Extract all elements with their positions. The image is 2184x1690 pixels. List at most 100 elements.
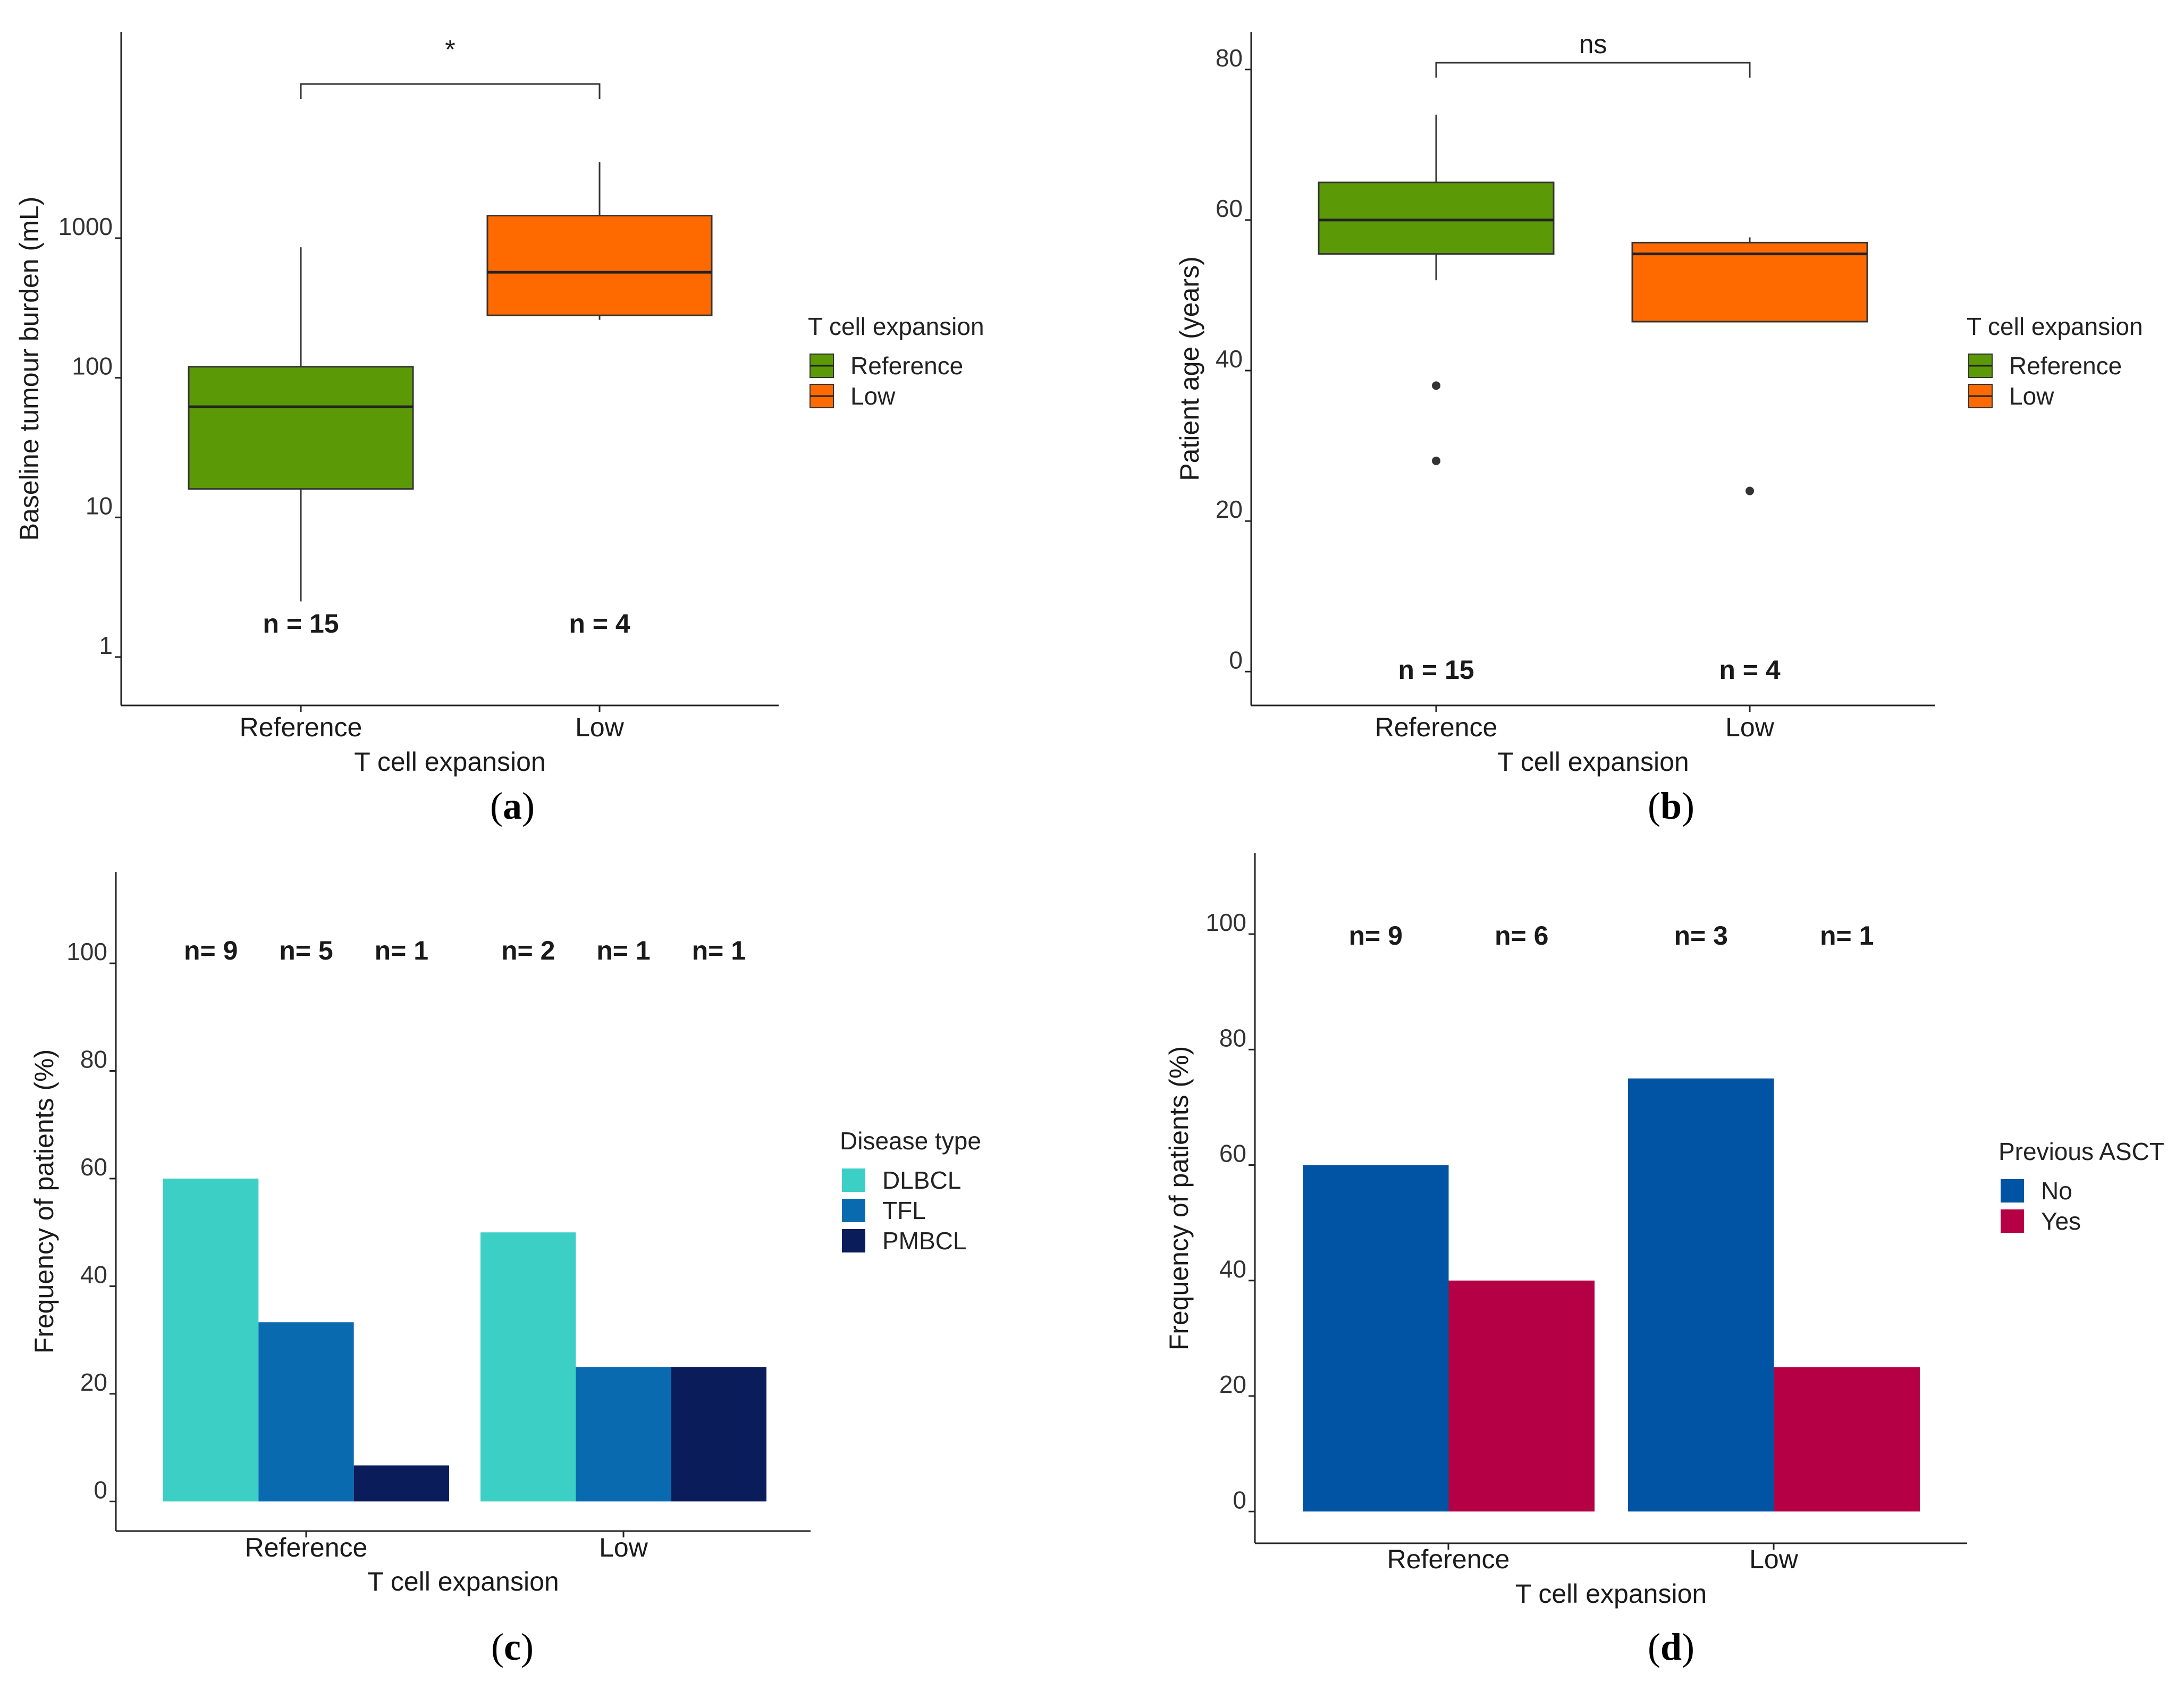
y-tick-label: 10 (86, 492, 113, 519)
bar-dlbcl-low (480, 1232, 576, 1502)
y-tick-label: 20 (1219, 1371, 1246, 1398)
bar-dlbcl-reference (163, 1178, 259, 1502)
legend-label: TFL (882, 1197, 926, 1224)
y-tick-label: 20 (80, 1368, 107, 1396)
y-tick-label: 40 (1216, 345, 1243, 373)
bar-pmbcl-low (671, 1367, 766, 1502)
y-tick-label: 20 (1216, 495, 1243, 523)
panel-d: 0 20 40 60 80 100 Reference Low T cell expansion… (1164, 853, 2164, 1668)
legend-swatch (842, 1229, 865, 1252)
x-tick-label: Reference (1387, 1544, 1510, 1574)
y-axis-title: Frequency of patients (%) (29, 1049, 59, 1354)
legend-label: Reference (2009, 352, 2122, 380)
y-tick-label: 100 (1205, 909, 1246, 936)
n-label: n= 1 (596, 936, 650, 965)
outlier-point (1432, 456, 1440, 465)
box-reference: n = 15 (1318, 114, 1555, 685)
n-label: n= 9 (1349, 921, 1403, 951)
n-label: n = 15 (263, 609, 339, 638)
box-iqr (1631, 241, 1868, 323)
y-tick-label: 100 (66, 938, 107, 965)
significance-bracket (300, 83, 601, 99)
x-tick-label: Reference (1375, 712, 1498, 742)
n-label: n= 5 (279, 936, 333, 965)
bar-tfl-low (576, 1367, 671, 1502)
y-tick-label: 0 (94, 1476, 107, 1503)
legend-swatch (842, 1199, 865, 1222)
legend-label: Reference (850, 352, 963, 380)
panel-c: 0 20 40 60 80 100 Reference Low T cell expansion… (29, 872, 981, 1668)
n-label: n= 9 (184, 936, 238, 965)
n-label: n= 3 (1674, 921, 1728, 951)
y-tick-label: 0 (1233, 1486, 1246, 1514)
bar-no-low (1628, 1078, 1774, 1512)
box-iqr (486, 215, 713, 316)
box-iqr (1318, 181, 1555, 255)
bar-no-reference (1303, 1165, 1449, 1512)
outlier-point (1432, 381, 1440, 390)
x-tick-label: Low (575, 712, 625, 742)
legend-title: Previous ASCT (1999, 1138, 2164, 1165)
y-tick-label: 40 (80, 1260, 107, 1288)
significance-label: * (445, 35, 455, 64)
y-tick-label: 1 (99, 632, 113, 659)
n-label: n= 2 (501, 936, 555, 965)
y-axis-title: Baseline tumour burden (mL) (14, 197, 44, 541)
bar-pmbcl-reference (353, 1465, 449, 1502)
legend-swatch (842, 1168, 865, 1192)
x-axis-title: T cell expansion (1497, 747, 1689, 777)
y-tick-label: 80 (1219, 1024, 1246, 1052)
legend-label: Low (850, 382, 896, 410)
box-reference: n = 15 (188, 247, 414, 638)
legend-title: Disease type (840, 1127, 981, 1155)
panel-caption: (a) (490, 785, 535, 827)
x-tick-label: Low (599, 1533, 648, 1562)
y-tick-label: 1000 (58, 213, 113, 240)
legend-label: DLBCL (882, 1166, 961, 1194)
significance-bracket (1435, 62, 1751, 78)
x-axis-title: T cell expansion (367, 1567, 559, 1596)
legend: Disease type DLBCL TFL PMBCL (840, 1127, 981, 1255)
legend-swatch (2001, 1179, 2024, 1203)
y-axis-title: Frequency of patients (%) (1164, 1046, 1194, 1351)
x-tick-label: Reference (240, 712, 362, 742)
x-tick-label: Low (1725, 712, 1775, 742)
box-low: n = 4 (486, 162, 713, 638)
y-tick-label: 0 (1229, 646, 1243, 674)
n-label: n= 6 (1495, 921, 1548, 951)
y-tick-label: 60 (1219, 1140, 1246, 1167)
n-label: n= 1 (375, 936, 428, 965)
legend-label: Yes (2041, 1207, 2081, 1235)
y-tick-label: 80 (1216, 44, 1243, 72)
bar-tfl-reference (258, 1322, 354, 1502)
x-tick-label: Reference (245, 1533, 368, 1562)
box-low: n = 4 (1631, 237, 1868, 685)
panel-caption: (b) (1648, 785, 1694, 827)
n-label: n = 4 (569, 609, 630, 638)
n-label: n= 1 (692, 936, 746, 965)
y-tick-label: 40 (1219, 1255, 1246, 1283)
legend-label: Low (2009, 382, 2054, 410)
x-axis-title: T cell expansion (354, 747, 545, 777)
panel-caption: (c) (491, 1626, 534, 1668)
significance-label: ns (1579, 29, 1607, 59)
x-axis-title: T cell expansion (1515, 1579, 1707, 1609)
y-tick-label: 60 (1216, 195, 1243, 222)
bar-yes-reference (1448, 1280, 1595, 1512)
legend-label: No (2041, 1177, 2072, 1205)
n-label: n= 1 (1820, 921, 1874, 951)
legend-label: PMBCL (882, 1227, 966, 1255)
legend-swatch (2001, 1209, 2024, 1233)
box-iqr (188, 366, 414, 490)
bar-yes-low (1774, 1367, 1920, 1512)
panel-caption: (d) (1648, 1626, 1694, 1668)
y-tick-label: 60 (80, 1153, 107, 1181)
n-label: n = 4 (1719, 655, 1781, 685)
n-label: n = 15 (1398, 655, 1474, 685)
